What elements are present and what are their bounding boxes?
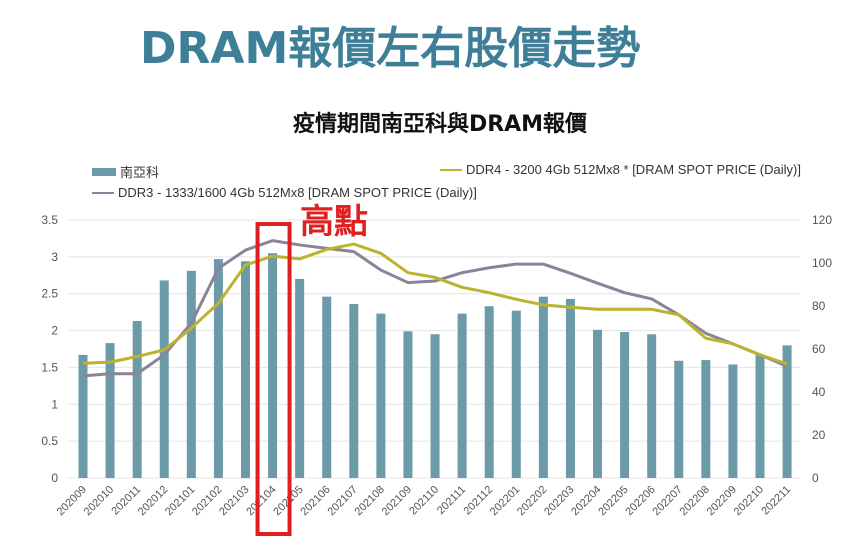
left-axis-tick-label: 1.5 [41, 360, 58, 374]
bar-202210 [755, 354, 765, 478]
bar-202101 [186, 270, 196, 478]
left-axis-tick-label: 2.5 [41, 287, 58, 301]
left-axis-tick-label: 3 [51, 250, 58, 264]
bar-202104 [268, 253, 278, 478]
bar-202208 [701, 360, 711, 478]
legend-bar-swatch [92, 167, 116, 176]
legend-label: DDR4 - 3200 4Gb 512Mx8 * [DRAM SPOT PRIC… [466, 162, 801, 177]
bar-202205 [620, 332, 630, 478]
bar-202209 [728, 364, 738, 478]
right-axis-tick-label: 120 [812, 213, 832, 227]
right-axis-tick-label: 0 [812, 471, 819, 485]
bar-202203 [565, 298, 575, 478]
left-axis-tick-label: 2 [51, 324, 58, 338]
bar-202206 [647, 334, 657, 478]
legend-label: DDR3 - 1333/1600 4Gb 512Mx8 [DRAM SPOT P… [118, 185, 477, 200]
bar-202010 [105, 343, 115, 478]
peak-highlight-box [255, 222, 292, 536]
bar-202011 [132, 320, 142, 478]
right-axis-tick-label: 60 [812, 342, 826, 356]
left-axis-tick-label: 0.5 [41, 434, 58, 448]
bar-202110 [430, 334, 440, 478]
bar-202109 [403, 331, 413, 478]
peak-annotation-label: 高點 [300, 202, 368, 242]
x-axis-tick-label: 202110 [407, 484, 441, 518]
legend-item-ddr3: DDR3 - 1333/1600 4Gb 512Mx8 [DRAM SPOT P… [92, 185, 477, 200]
legend-item-nanya: 南亞科 [92, 162, 159, 181]
right-axis-tick-label: 20 [812, 428, 826, 442]
bar-202105 [295, 278, 305, 478]
bar-202106 [322, 296, 332, 478]
left-axis-tick-label: 3.5 [41, 213, 58, 227]
legend-line-swatch [440, 168, 462, 171]
left-axis-tick-label: 1 [51, 397, 58, 411]
x-axis-tick-label: 202010 [82, 484, 116, 518]
right-axis-tick-label: 80 [812, 299, 826, 313]
right-axis-tick-label: 100 [812, 256, 832, 270]
bar-202102 [213, 259, 223, 478]
bar-202111 [457, 313, 467, 478]
left-axis-tick-label: 0 [51, 471, 58, 485]
bar-202108 [376, 313, 386, 478]
bar-202202 [538, 296, 548, 478]
bar-202112 [484, 306, 494, 478]
legend-label: 南亞科 [120, 165, 160, 180]
legend-line-swatch [92, 191, 114, 194]
chart-title: 疫情期間南亞科與DRAM報價 [292, 112, 588, 137]
bar-202207 [674, 360, 684, 478]
x-axis-tick-label: 202210 [732, 484, 766, 518]
bar-202012 [159, 280, 169, 478]
slide-title: DRAM報價左右股價走勢 [140, 23, 641, 74]
bar-202204 [593, 329, 603, 478]
x-axis-tick-label: 202211 [759, 484, 793, 518]
bar-202009 [78, 354, 88, 478]
ddr3-line [82, 239, 788, 378]
bar-202103 [240, 261, 250, 478]
bar-202107 [349, 304, 359, 478]
bar-202201 [511, 310, 521, 478]
x-axis-tick-label: 202109 [380, 484, 414, 518]
ddr4-line [82, 242, 788, 366]
legend-item-ddr4: DDR4 - 3200 4Gb 512Mx8 * [DRAM SPOT PRIC… [440, 162, 801, 177]
bar-202211 [782, 345, 792, 478]
right-axis-tick-label: 40 [812, 385, 826, 399]
